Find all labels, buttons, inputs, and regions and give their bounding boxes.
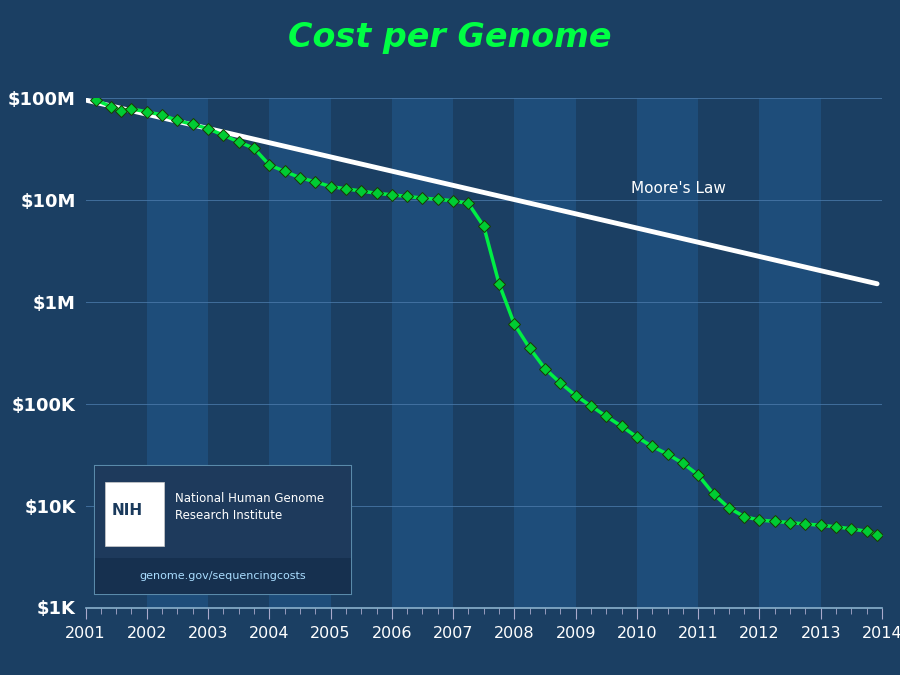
Bar — [760, 98, 821, 608]
Bar — [453, 98, 515, 608]
Bar — [86, 98, 147, 608]
Bar — [698, 98, 760, 608]
Bar — [392, 98, 453, 608]
Bar — [882, 98, 900, 608]
Bar — [515, 98, 576, 608]
Bar — [330, 98, 392, 608]
Text: NIH: NIH — [112, 503, 143, 518]
Text: Moore's Law: Moore's Law — [631, 181, 725, 196]
Bar — [147, 98, 208, 608]
Text: genome.gov/sequencingcosts: genome.gov/sequencingcosts — [140, 571, 306, 581]
Bar — [269, 98, 330, 608]
Bar — [576, 98, 637, 608]
Bar — [208, 98, 269, 608]
Text: National Human Genome
Research Institute: National Human Genome Research Institute — [175, 492, 324, 522]
Bar — [821, 98, 882, 608]
Text: Cost per Genome: Cost per Genome — [288, 21, 612, 53]
Bar — [637, 98, 698, 608]
